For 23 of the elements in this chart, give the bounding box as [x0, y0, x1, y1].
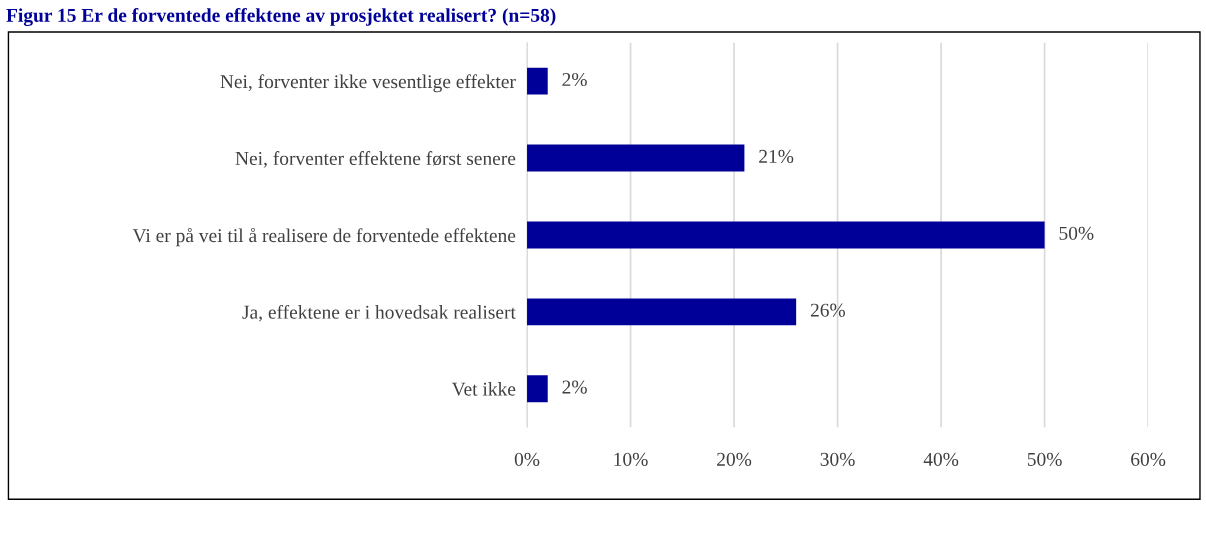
bar [527, 144, 745, 172]
x-tick-label: 10% [614, 452, 648, 466]
x-tick-label: 30% [820, 452, 855, 466]
text: Figur 15 Er de forventede effektene av prosjektet realisert? (n=58) [6, 8, 556, 26]
x-tick-label: 40% [923, 452, 959, 466]
data-label: 2% [562, 72, 587, 87]
y-tick-label: Nei, forventer effektene først senere [235, 151, 516, 168]
data-label: 50% [1059, 226, 1094, 240]
y-tick-label: Vet ikke [451, 382, 516, 396]
bar [527, 298, 797, 326]
y-tick-label: Ja, effektene er i hovedsak realisert [242, 304, 516, 322]
bar [527, 375, 548, 403]
x-tick-label: 20% [717, 452, 752, 466]
bar [527, 67, 548, 95]
y-tick-label: Vi er på vei til å realisere de forventede effektene [132, 227, 516, 247]
data-label: 21% [759, 149, 794, 163]
y-tick-label: Nei, forventer ikke vesentlige effekter [220, 74, 516, 93]
data-label: 2% [562, 380, 587, 394]
x-tick-label: 60% [1131, 452, 1166, 466]
bar [527, 221, 1045, 249]
x-tick-label: 0% [514, 452, 540, 466]
x-tick-label: 50% [1027, 452, 1062, 466]
data-label: 26% [810, 303, 846, 317]
